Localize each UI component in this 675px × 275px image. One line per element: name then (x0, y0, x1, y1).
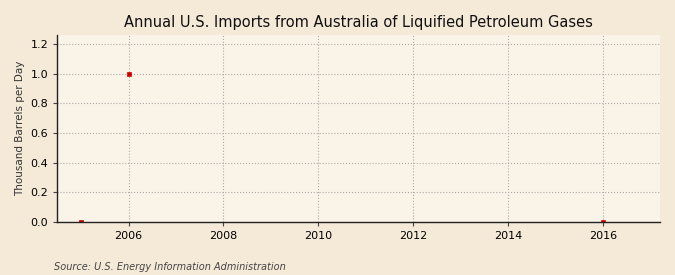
Y-axis label: Thousand Barrels per Day: Thousand Barrels per Day (15, 61, 25, 196)
Text: Source: U.S. Energy Information Administration: Source: U.S. Energy Information Administ… (54, 262, 286, 271)
Title: Annual U.S. Imports from Australia of Liquified Petroleum Gases: Annual U.S. Imports from Australia of Li… (124, 15, 593, 30)
